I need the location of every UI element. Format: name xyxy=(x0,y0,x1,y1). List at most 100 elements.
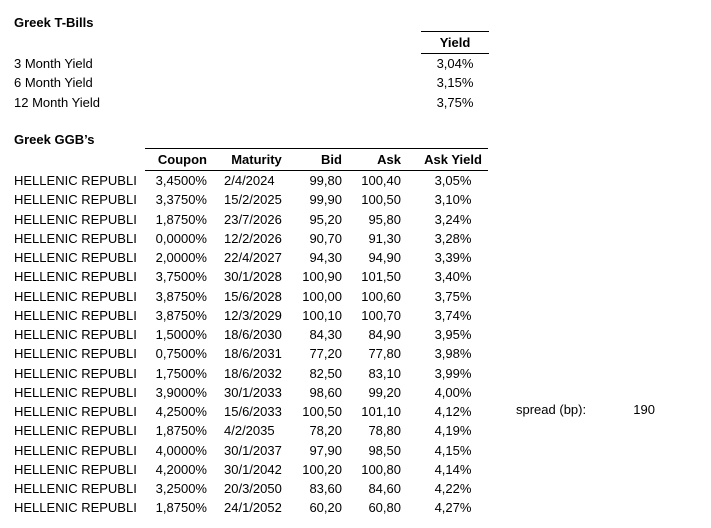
tbill-yield-cell: 3,15% xyxy=(436,75,474,91)
bond-ask-yield-cell: 3,95% xyxy=(434,327,472,342)
bond-coupon-cell: 4,0000% xyxy=(155,442,207,458)
tbills-header-spacer xyxy=(0,32,421,54)
tbills-table: Yield 3 Month Yield 3,04% 6 Month Yield … xyxy=(0,31,489,112)
bond-maturity-cell: 18/6/2032 xyxy=(224,365,282,381)
ggb-body: HELLENIC REPUBLI 3,4500% 2/4/2024 99,80 … xyxy=(0,171,488,518)
ggb-bond-row: HELLENIC REPUBLI 1,5000% 18/6/2030 84,30… xyxy=(0,325,488,344)
bond-name-cell: HELLENIC REPUBLI xyxy=(14,423,137,439)
ggb-bond-row: HELLENIC REPUBLI 1,8750% 4/2/2035 78,20 … xyxy=(0,421,488,440)
tbills-body: 3 Month Yield 3,04% 6 Month Yield 3,15% … xyxy=(0,54,489,112)
bond-ask-yield-cell: 3,05% xyxy=(434,173,472,188)
bond-name-cell: HELLENIC REPUBLI xyxy=(14,288,137,304)
bond-bid-cell: 100,50 xyxy=(302,404,342,419)
bond-ask-cell: 98,50 xyxy=(368,442,401,458)
bond-bid-cell: 99,90 xyxy=(309,192,342,208)
tbills-yield-column-header: Yield xyxy=(421,31,489,54)
bond-bid-cell: 84,30 xyxy=(309,327,342,342)
bond-ask-cell: 100,40 xyxy=(361,173,401,188)
bond-maturity-cell: 15/6/2028 xyxy=(224,288,282,304)
ggb-bond-row: HELLENIC REPUBLI 1,8750% 23/7/2026 95,20… xyxy=(0,210,488,229)
bond-maturity-cell: 4/2/2035 xyxy=(224,423,275,439)
bond-maturity-cell: 18/6/2030 xyxy=(224,327,282,342)
tbill-label-cell: 6 Month Yield xyxy=(14,75,93,91)
ggb-bond-row: HELLENIC REPUBLI 3,7500% 30/1/2028 100,9… xyxy=(0,267,488,286)
ggb-bond-row: HELLENIC REPUBLI 0,7500% 18/6/2031 77,20… xyxy=(0,344,488,363)
ggb-bond-row: HELLENIC REPUBLI 1,8750% 24/1/2052 60,20… xyxy=(0,498,488,517)
tbill-label-cell: 3 Month Yield xyxy=(14,55,93,71)
bond-name-cell: HELLENIC REPUBLI xyxy=(14,192,137,208)
bond-ask-yield-cell: 4,15% xyxy=(434,442,472,458)
ggb-bond-row: HELLENIC REPUBLI 3,8750% 12/3/2029 100,1… xyxy=(0,306,488,325)
bond-name-cell: HELLENIC REPUBLI xyxy=(14,269,137,285)
ggb-bond-row: HELLENIC REPUBLI 3,9000% 30/1/2033 98,60… xyxy=(0,383,488,402)
bond-maturity-cell: 2/4/2024 xyxy=(224,173,275,188)
bond-bid-cell: 94,30 xyxy=(309,250,342,265)
bond-bid-cell: 82,50 xyxy=(309,365,342,381)
bond-maturity-cell: 23/7/2026 xyxy=(224,211,282,227)
bond-bid-cell: 97,90 xyxy=(309,442,342,458)
tbills-header-row: Yield xyxy=(0,31,489,54)
bond-coupon-cell: 3,8750% xyxy=(155,307,207,323)
bond-ask-cell: 101,10 xyxy=(361,404,401,419)
bond-ask-yield-cell: 3,39% xyxy=(434,250,472,265)
bond-maturity-cell: 30/1/2037 xyxy=(224,442,282,458)
ggb-coupon-column-header: Coupon xyxy=(145,148,211,171)
bond-ask-yield-cell: 4,14% xyxy=(434,461,472,477)
ggb-bond-row: HELLENIC REPUBLI 3,4500% 2/4/2024 99,80 … xyxy=(0,171,488,191)
bond-name-cell: HELLENIC REPUBLI xyxy=(14,481,137,496)
ggb-bond-row: HELLENIC REPUBLI 3,2500% 20/3/2050 83,60… xyxy=(0,479,488,498)
tbills-section-title: Greek T-Bills xyxy=(14,15,94,30)
tbill-label-cell: 12 Month Yield xyxy=(14,94,101,110)
ggb-bid-column-header: Bid xyxy=(302,148,346,171)
bond-maturity-cell: 30/1/2042 xyxy=(224,461,282,477)
bond-maturity-cell: 20/3/2050 xyxy=(224,481,282,496)
bond-name-cell: HELLENIC REPUBLI xyxy=(14,404,137,419)
bond-bid-cell: 78,20 xyxy=(309,423,342,439)
bond-bid-cell: 98,60 xyxy=(309,384,342,400)
ggb-bond-row: HELLENIC REPUBLI 0,0000% 12/2/2026 90,70… xyxy=(0,229,488,248)
bond-bid-cell: 77,20 xyxy=(309,346,342,362)
bond-ask-yield-cell: 4,00% xyxy=(434,384,472,400)
ggb-bond-row: HELLENIC REPUBLI 2,0000% 22/4/2027 94,30… xyxy=(0,248,488,267)
bond-ask-cell: 100,70 xyxy=(361,307,401,323)
bond-ask-cell: 100,60 xyxy=(361,288,401,304)
bond-ask-cell: 84,60 xyxy=(368,481,401,496)
bond-maturity-cell: 30/1/2033 xyxy=(224,384,282,400)
bond-bid-cell: 95,20 xyxy=(309,211,342,227)
bond-maturity-cell: 30/1/2028 xyxy=(224,269,282,285)
bond-ask-yield-cell: 3,99% xyxy=(434,365,472,381)
bond-bid-cell: 100,90 xyxy=(302,269,342,285)
bond-ask-cell: 95,80 xyxy=(368,211,401,227)
bond-maturity-cell: 24/1/2052 xyxy=(224,500,282,516)
bond-bid-cell: 99,80 xyxy=(309,173,342,188)
bond-ask-yield-cell: 4,19% xyxy=(434,423,472,439)
bond-bid-cell: 60,20 xyxy=(309,500,342,516)
tbill-row: 12 Month Yield 3,75% xyxy=(0,93,489,112)
bond-coupon-cell: 4,2000% xyxy=(155,461,207,477)
bond-name-cell: HELLENIC REPUBLI xyxy=(14,230,137,246)
bond-name-cell: HELLENIC REPUBLI xyxy=(14,365,137,381)
bond-ask-cell: 94,90 xyxy=(368,250,401,265)
ggb-ask-yield-column-header: Ask Yield xyxy=(405,148,488,171)
bond-ask-yield-cell: 3,98% xyxy=(434,346,472,362)
ggb-ask-column-header: Ask xyxy=(346,148,405,171)
bond-ask-yield-cell: 3,10% xyxy=(434,192,472,208)
bond-name-cell: HELLENIC REPUBLI xyxy=(14,327,137,342)
bond-ask-yield-cell: 4,22% xyxy=(434,481,472,496)
bond-name-cell: HELLENIC REPUBLI xyxy=(14,172,137,188)
bond-coupon-cell: 2,0000% xyxy=(155,250,207,265)
bond-coupon-cell: 3,9000% xyxy=(155,384,207,400)
bond-bid-cell: 83,60 xyxy=(309,481,342,496)
bond-ask-cell: 60,80 xyxy=(368,500,401,516)
tbill-row: 6 Month Yield 3,15% xyxy=(0,73,489,92)
bond-name-cell: HELLENIC REPUBLI xyxy=(14,211,137,227)
bond-bid-cell: 90,70 xyxy=(309,230,342,246)
bond-ask-yield-cell: 3,24% xyxy=(434,211,472,227)
bond-name-cell: HELLENIC REPUBLI xyxy=(14,461,137,477)
bond-bid-cell: 100,10 xyxy=(302,307,342,323)
bond-coupon-cell: 1,7500% xyxy=(155,365,207,381)
bond-ask-cell: 91,30 xyxy=(368,230,401,246)
ggb-bond-row: HELLENIC REPUBLI 3,8750% 15/6/2028 100,0… xyxy=(0,287,488,306)
bond-ask-cell: 77,80 xyxy=(368,346,401,362)
ggb-bond-row: HELLENIC REPUBLI 4,0000% 30/1/2037 97,90… xyxy=(0,441,488,460)
